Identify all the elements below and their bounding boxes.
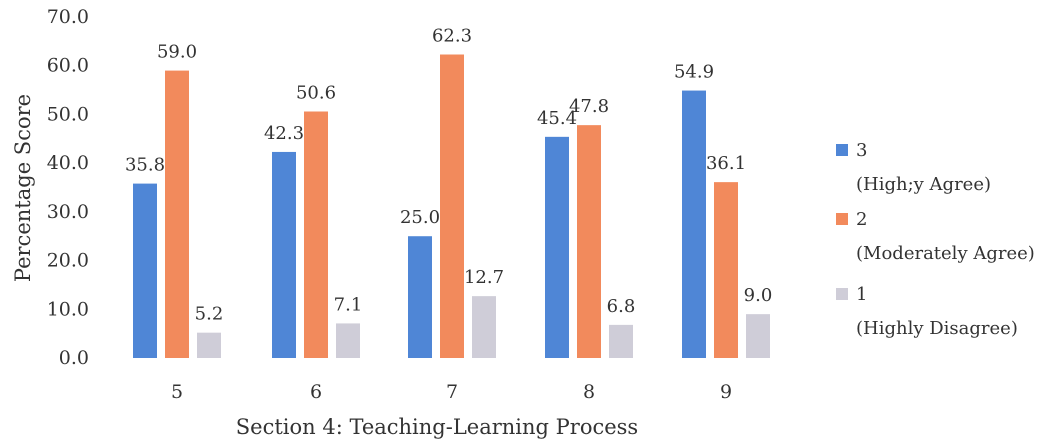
x-tick-label: 8: [583, 381, 595, 403]
data-label: 35.8: [125, 155, 165, 176]
data-label: 5.2: [195, 304, 224, 325]
bar-series-3: [545, 136, 569, 358]
y-tick-label: 70.0: [47, 6, 89, 28]
bar-series: [133, 54, 770, 359]
data-label: 9.0: [744, 285, 773, 306]
legend-label-1: 1: [856, 284, 867, 305]
data-label: 7.1: [334, 294, 363, 315]
data-label: 6.8: [607, 296, 636, 317]
data-label: 50.6: [296, 83, 336, 104]
bar-series-1: [336, 323, 360, 358]
data-label: 12.7: [464, 267, 504, 288]
x-tick-label: 9: [720, 381, 732, 403]
bar-series-2: [714, 182, 738, 358]
y-tick-label: 10.0: [47, 298, 89, 320]
bar-series-1: [609, 324, 633, 358]
legend-item-2: 2 (Moderately Agree): [836, 209, 1035, 264]
legend-label-2: 2: [856, 209, 867, 230]
bar-series-3: [408, 236, 432, 358]
data-labels: 35.8 42.3 25.0 45.4 54.9 59.0 50.6 62.3 47.8 36.1…: [125, 26, 772, 325]
data-label: 47.8: [569, 96, 609, 117]
bar-series-3: [682, 90, 706, 359]
data-label: 36.1: [706, 153, 746, 174]
bar-series-2: [165, 70, 189, 358]
bar-series-3: [133, 183, 157, 358]
data-label: 62.3: [432, 26, 472, 47]
bar-series-2: [440, 54, 464, 358]
x-tick-label: 5: [171, 381, 183, 403]
legend-swatch-3: [836, 144, 848, 156]
y-axis-title: Percentage Score: [11, 94, 35, 282]
y-tick-label: 30.0: [47, 201, 89, 223]
x-axis-ticks: 5 6 7 8 9: [171, 381, 732, 403]
bar-series-1: [746, 314, 770, 358]
y-tick-label: 50.0: [47, 103, 89, 125]
y-axis-ticks: 0.0 10.0 20.0 30.0 40.0 50.0 60.0 70.0: [47, 6, 89, 369]
y-tick-label: 60.0: [47, 55, 89, 77]
x-tick-label: 7: [446, 381, 458, 403]
bar-series-1: [197, 332, 221, 358]
data-label: 45.4: [537, 108, 577, 129]
legend: 3 (High;y Agree) 2 (Moderately Agree) 1 …: [836, 140, 1035, 339]
y-tick-label: 0.0: [59, 347, 89, 369]
legend-sublabel-1: (Highly Disagree): [856, 318, 1018, 339]
legend-swatch-1: [836, 288, 848, 300]
legend-sublabel-3: (High;y Agree): [856, 174, 991, 195]
legend-label-3: 3: [856, 140, 867, 161]
bar-series-2: [304, 111, 328, 359]
bar-series-3: [272, 151, 296, 358]
x-tick-label: 6: [310, 381, 322, 403]
bar-series-1: [472, 296, 496, 358]
data-label: 54.9: [674, 62, 714, 83]
legend-item-1: 1 (Highly Disagree): [836, 284, 1018, 339]
data-label: 59.0: [157, 42, 197, 63]
legend-sublabel-2: (Moderately Agree): [856, 243, 1035, 264]
bar-series-2: [577, 125, 601, 358]
x-axis-title: Section 4: Teaching-Learning Process: [236, 415, 638, 439]
legend-item-3: 3 (High;y Agree): [836, 140, 991, 195]
data-label: 42.3: [264, 123, 304, 144]
y-tick-label: 40.0: [47, 152, 89, 174]
legend-swatch-2: [836, 213, 848, 225]
y-tick-label: 20.0: [47, 250, 89, 272]
data-label: 25.0: [400, 207, 440, 228]
